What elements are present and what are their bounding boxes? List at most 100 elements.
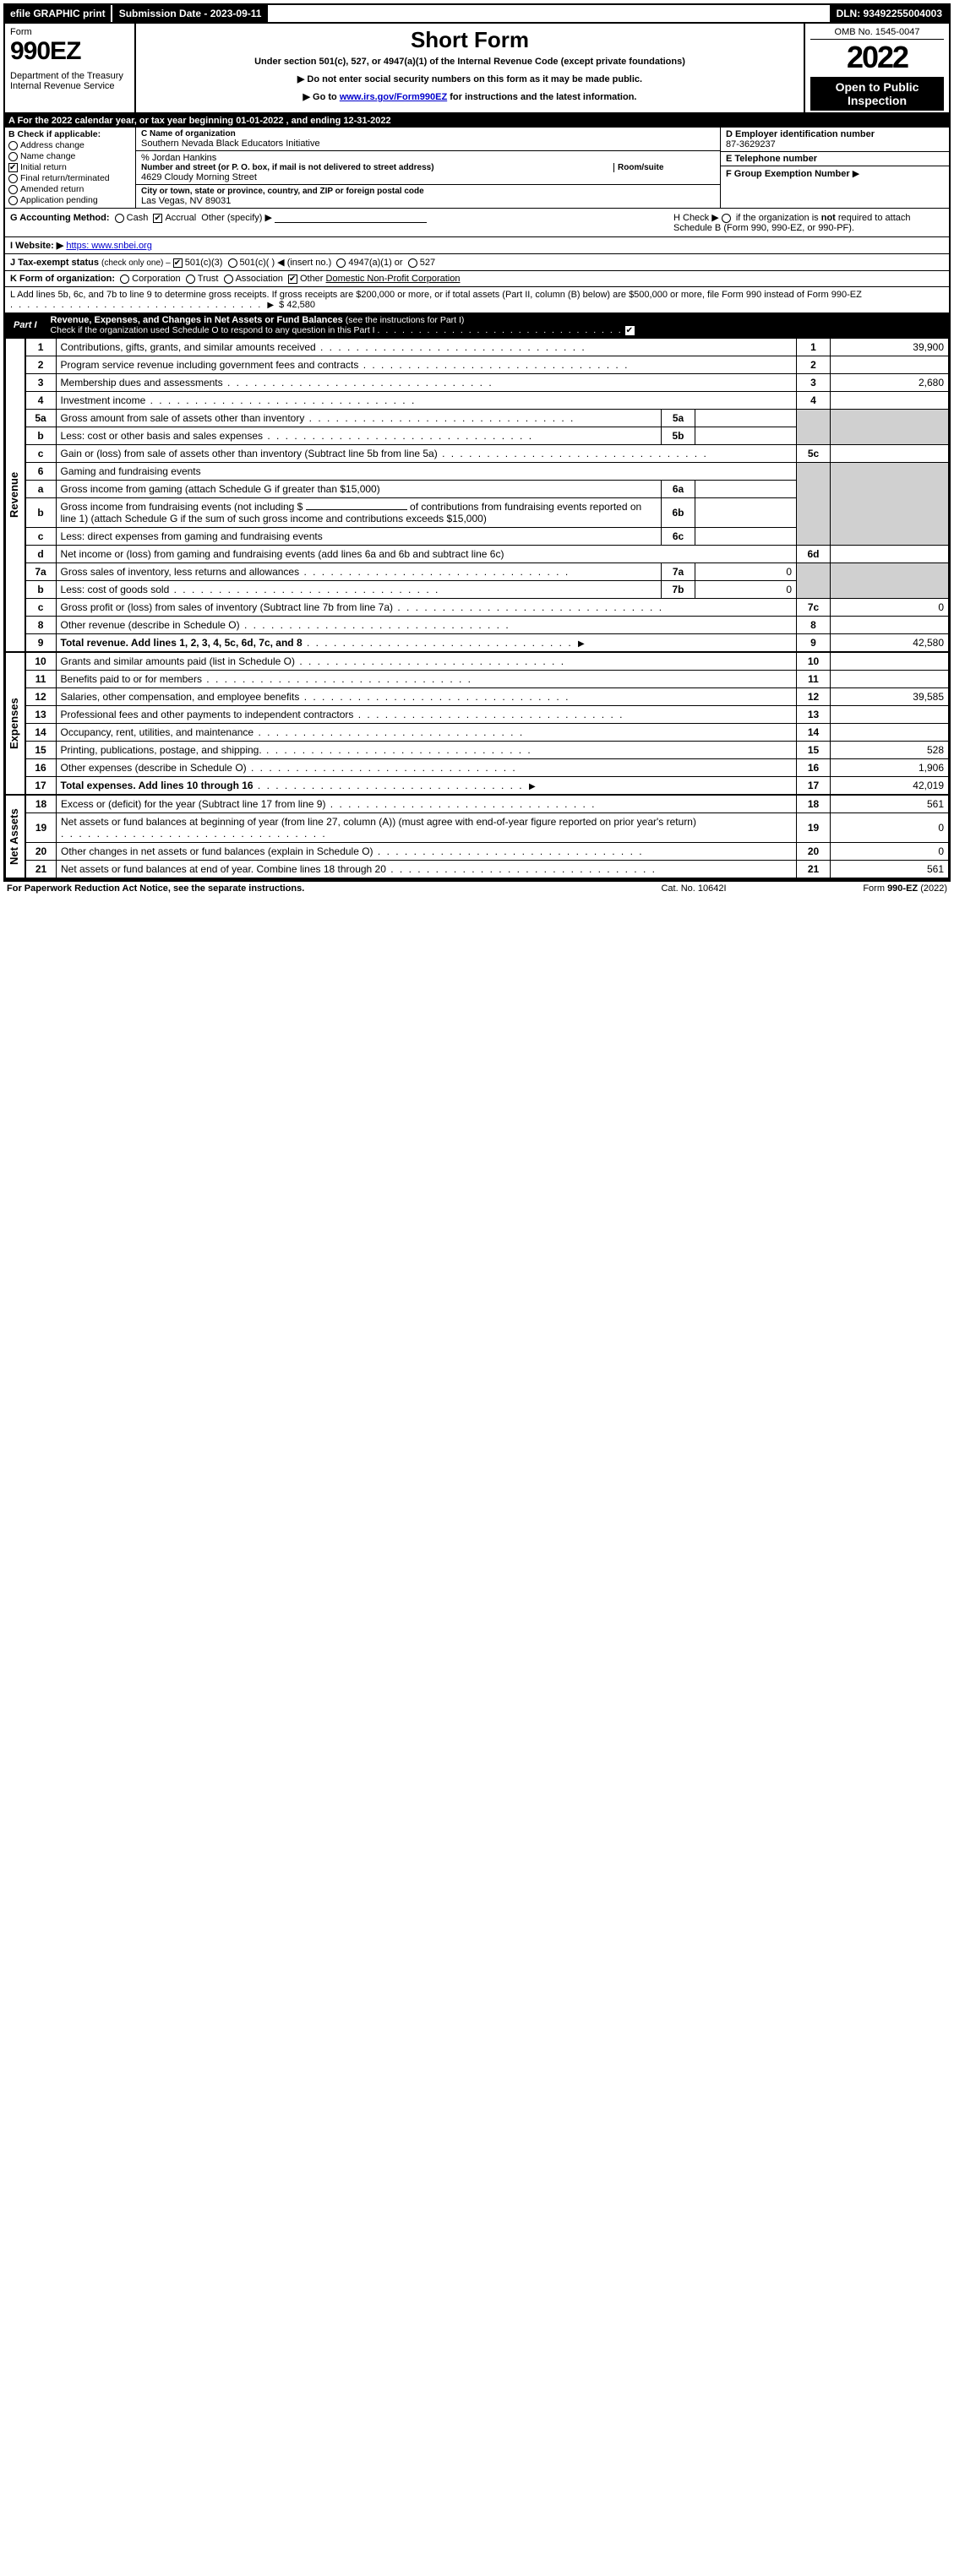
line-1: 1 Contributions, gifts, grants, and simi… — [25, 339, 948, 356]
footer-left: For Paperwork Reduction Act Notice, see … — [7, 883, 609, 894]
netassets-table: 18Excess or (deficit) for the year (Subt… — [25, 795, 949, 878]
under-section: Under section 501(c), 527, or 4947(a)(1)… — [143, 57, 797, 67]
line-16: 16Other expenses (describe in Schedule O… — [25, 759, 948, 777]
box-def: D Employer identification number 87-3629… — [721, 128, 949, 208]
lbl-telephone: E Telephone number — [726, 154, 944, 164]
note-goto-pre: ▶ Go to — [303, 92, 340, 102]
l-amount: $ 42,580 — [279, 300, 315, 310]
line-4: 4 Investment income 4 — [25, 392, 948, 410]
chk-corporation[interactable] — [120, 274, 129, 284]
line-2: 2 Program service revenue including gove… — [25, 356, 948, 374]
line-20: 20Other changes in net assets or fund ba… — [26, 843, 949, 861]
line-15: 15Printing, publications, postage, and s… — [25, 742, 948, 759]
city-state-zip: Las Vegas, NV 89031 — [141, 196, 715, 206]
chk-application-pending[interactable]: Application pending — [8, 195, 132, 205]
chk-accrual[interactable] — [153, 214, 162, 223]
efile-print-button[interactable]: efile GRAPHIC print — [5, 5, 112, 22]
h-post: if the organization is — [733, 213, 821, 223]
form-990ez-page: efile GRAPHIC print Submission Date - 20… — [3, 3, 951, 880]
part1-title: Revenue, Expenses, and Changes in Net As… — [51, 315, 343, 325]
open-to-public: Open to Public Inspection — [810, 77, 944, 111]
header-right: OMB No. 1545-0047 2022 Open to Public In… — [805, 24, 949, 112]
lines-revenue-block: Revenue 1 Contributions, gifts, grants, … — [5, 338, 949, 652]
line-8: 8 Other revenue (describe in Schedule O)… — [25, 617, 948, 634]
note-goto: ▶ Go to www.irs.gov/Form990EZ for instru… — [143, 91, 797, 102]
line-9: 9 Total revenue. Add lines 1, 2, 3, 4, 5… — [25, 634, 948, 652]
line-5a: 5a Gross amount from sale of assets othe… — [25, 410, 948, 427]
line-3: 3 Membership dues and assessments 3 2,68… — [25, 374, 948, 392]
line-a-tax-year: A For the 2022 calendar year, or tax yea… — [5, 114, 949, 128]
org-name: Southern Nevada Black Educators Initiati… — [141, 139, 715, 149]
other-specify-input[interactable] — [275, 213, 427, 223]
line-11: 11Benefits paid to or for members11 — [25, 671, 948, 688]
chk-h[interactable] — [722, 214, 731, 223]
line-21: 21Net assets or fund balances at end of … — [26, 861, 949, 878]
note-ssn: ▶ Do not enter social security numbers o… — [143, 73, 797, 84]
footer-form: Form 990-EZ (2022) — [778, 883, 947, 894]
other-specify: Other (specify) ▶ — [201, 213, 272, 223]
form-number: 990EZ — [10, 37, 129, 66]
line-12: 12Salaries, other compensation, and empl… — [25, 688, 948, 706]
chk-final-return[interactable]: Final return/terminated — [8, 173, 132, 183]
radio-cash[interactable] — [115, 214, 124, 223]
line-14: 14Occupancy, rent, utilities, and mainte… — [25, 724, 948, 742]
lbl-ein: D Employer identification number — [726, 129, 944, 139]
chk-address-change[interactable]: Address change — [8, 140, 132, 150]
check-o-text: Check if the organization used Schedule … — [51, 325, 375, 335]
lbl-group-exemption: F Group Exemption Number — [726, 169, 850, 179]
section-i: I Website: ▶ https: www.snbei.org — [5, 236, 949, 253]
l-text: L Add lines 5b, 6c, and 7b to line 9 to … — [10, 290, 862, 300]
dln-number: DLN: 93492255004003 — [830, 5, 949, 22]
website-link[interactable]: https: www.snbei.org — [66, 241, 152, 251]
side-netassets: Net Assets — [5, 795, 25, 878]
chk-amended-return[interactable]: Amended return — [8, 184, 132, 194]
top-bar: efile GRAPHIC print Submission Date - 20… — [5, 5, 949, 24]
part1-header: Part I Revenue, Expenses, and Changes in… — [5, 312, 949, 338]
box-b: B Check if applicable: Address change Na… — [5, 128, 136, 208]
submission-date: Submission Date - 2023-09-11 — [112, 5, 269, 22]
section-k: K Form of organization: Corporation Trus… — [5, 270, 949, 286]
lines-netassets-block: Net Assets 18Excess or (deficit) for the… — [5, 795, 949, 878]
part1-tab: Part I — [5, 318, 46, 333]
chk-association[interactable] — [224, 274, 233, 284]
h-pre: H Check ▶ — [673, 213, 722, 223]
line-6d: d Net income or (loss) from gaming and f… — [25, 546, 948, 563]
chk-initial-return[interactable]: Initial return — [8, 162, 132, 172]
chk-schedule-o[interactable] — [625, 326, 635, 335]
section-h: H Check ▶ if the organization is not req… — [673, 212, 944, 233]
part1-sub: (see the instructions for Part I) — [346, 315, 465, 325]
side-revenue: Revenue — [5, 338, 25, 652]
lines-expenses-block: Expenses 10Grants and similar amounts pa… — [5, 652, 949, 795]
lbl-org-name: C Name of organization — [141, 129, 715, 139]
chk-other-org[interactable] — [288, 274, 297, 284]
form-header: Form 990EZ Department of the Treasury In… — [5, 24, 949, 114]
lbl-check-one: (check only one) ‒ — [101, 258, 171, 268]
arrow-icon: ▶ — [853, 169, 859, 179]
chk-trust[interactable] — [186, 274, 195, 284]
chk-4947[interactable] — [336, 258, 346, 268]
other-org-value: Domestic Non-Profit Corporation — [326, 274, 461, 284]
irs-link[interactable]: www.irs.gov/Form990EZ — [340, 92, 447, 102]
chk-527[interactable] — [408, 258, 417, 268]
line-6: 6 Gaming and fundraising events — [25, 463, 948, 481]
lbl-room: Room/suite — [618, 163, 715, 172]
line-17: 17Total expenses. Add lines 10 through 1… — [25, 777, 948, 795]
tax-year: 2022 — [810, 40, 944, 75]
chk-501c3[interactable] — [173, 258, 183, 268]
care-of: % Jordan Hankins — [141, 153, 715, 163]
section-j: J Tax-exempt status (check only one) ‒ 5… — [5, 253, 949, 270]
ein-value: 87-3629237 — [726, 139, 944, 149]
header-left: Form 990EZ Department of the Treasury In… — [5, 24, 136, 112]
omb-number: OMB No. 1545-0047 — [810, 25, 944, 40]
street-address: 4629 Cloudy Morning Street — [141, 172, 715, 182]
section-bcdef: B Check if applicable: Address change Na… — [5, 128, 949, 209]
expenses-table: 10Grants and similar amounts paid (list … — [25, 652, 949, 795]
side-expenses: Expenses — [5, 652, 25, 795]
line-18: 18Excess or (deficit) for the year (Subt… — [26, 796, 949, 813]
section-g-h: G Accounting Method: Cash Accrual Other … — [5, 209, 949, 236]
section-l: L Add lines 5b, 6c, and 7b to line 9 to … — [5, 286, 949, 312]
chk-501c[interactable] — [228, 258, 237, 268]
revenue-table: 1 Contributions, gifts, grants, and simi… — [25, 338, 949, 652]
header-center: Short Form Under section 501(c), 527, or… — [136, 24, 805, 112]
chk-name-change[interactable]: Name change — [8, 151, 132, 161]
